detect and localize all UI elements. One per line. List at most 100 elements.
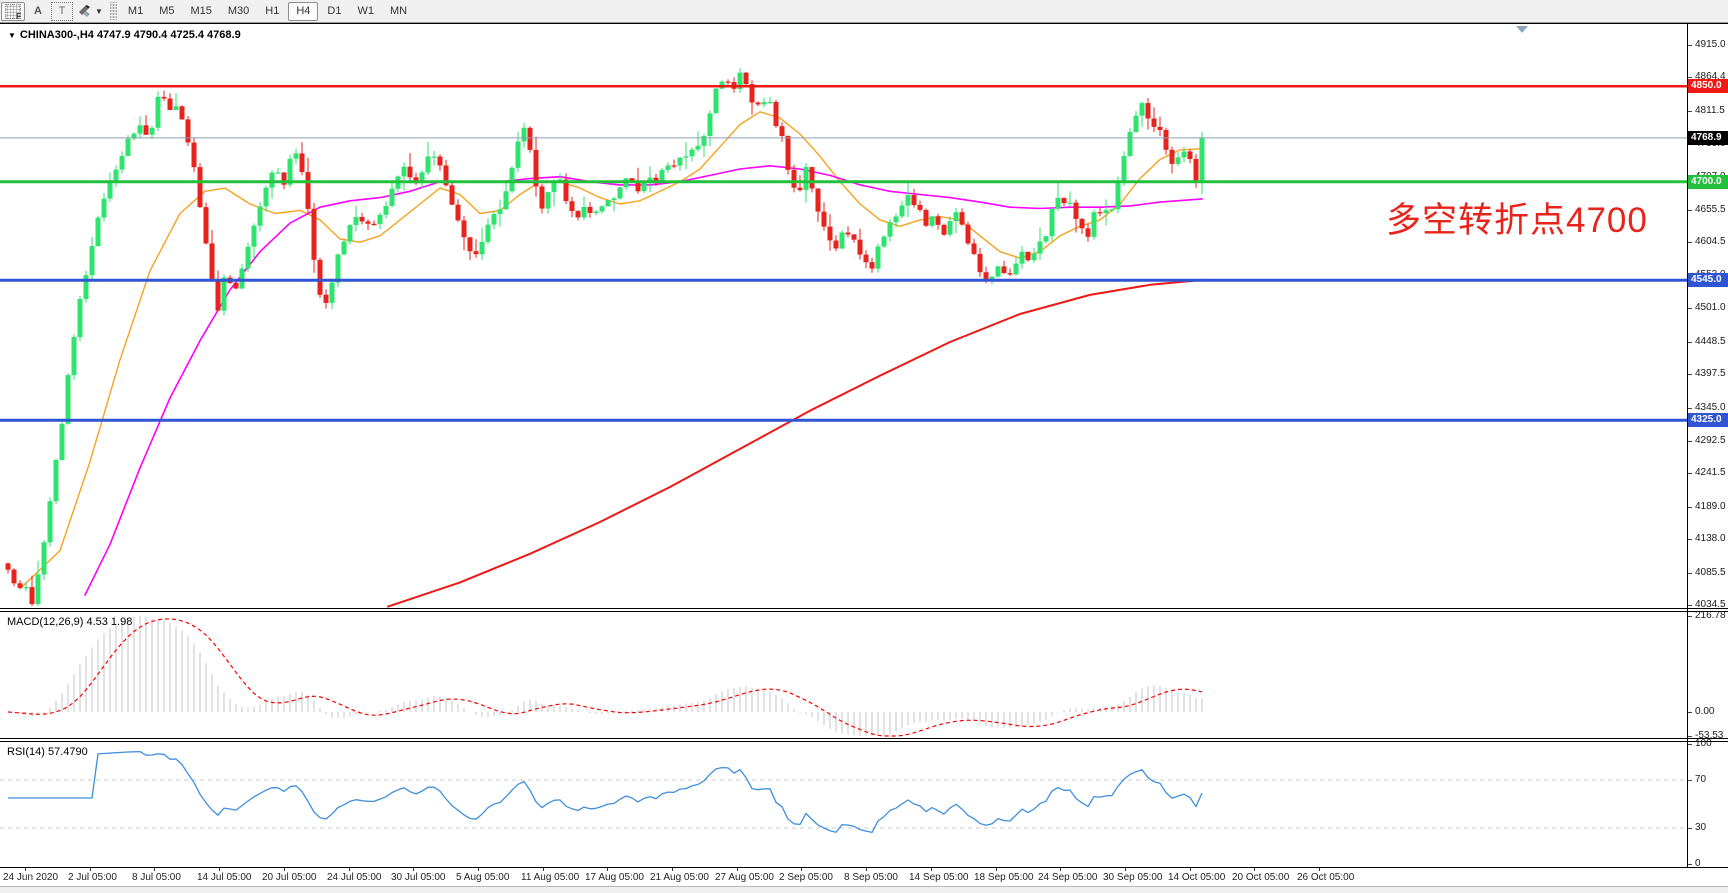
axis-tick [1688, 374, 1692, 375]
time-label: 26 Oct 05:00 [1297, 872, 1355, 883]
time-label: 8 Sep 05:00 [844, 872, 898, 883]
time-label: 5 Aug 05:00 [456, 872, 510, 883]
timeframe-m1[interactable]: M1 [127, 5, 144, 17]
rsi-indicator-panel[interactable] [0, 742, 1687, 867]
time-label: 2 Jul 05:00 [68, 872, 117, 883]
axis-tick [1688, 573, 1692, 574]
panel-separator [0, 867, 1728, 868]
time-tick [607, 868, 608, 871]
rsi-header: RSI(14) 57.4790 [7, 746, 88, 758]
axis-tick-label: 4034.5 [1695, 599, 1726, 610]
time-tick [801, 868, 802, 871]
axis-tick [1688, 77, 1692, 78]
timeframe-d1[interactable]: D1 [327, 5, 342, 17]
panel-separator[interactable] [0, 611, 1728, 612]
axis-tick-label: 4189.0 [1695, 501, 1726, 512]
price-level-label: 4325.0 [1688, 413, 1728, 427]
axis-tick-label: 4811.5 [1695, 105, 1725, 116]
chart-shift-marker-icon[interactable] [1516, 26, 1528, 33]
axis-tick [1688, 441, 1692, 442]
bottom-strip [0, 886, 1728, 893]
time-label: 20 Oct 05:00 [1232, 872, 1290, 883]
macd-indicator-panel[interactable] [0, 612, 1687, 738]
axis-tick-label: 4501.0 [1695, 302, 1726, 313]
axis-tick [1688, 736, 1692, 737]
time-label: 18 Sep 05:00 [974, 872, 1034, 883]
time-tick [478, 868, 479, 871]
axis-tick [1688, 616, 1692, 617]
axis-tick-label: 4604.5 [1695, 236, 1726, 247]
axis-tick [1688, 210, 1692, 211]
text-label-button[interactable]: T [51, 1, 73, 21]
time-tick [1125, 868, 1126, 871]
axis-tick [1688, 712, 1692, 713]
panel-separator[interactable] [0, 608, 1728, 609]
annotate-text-button[interactable]: A [34, 5, 42, 17]
timeframe-w1[interactable]: W1 [357, 5, 374, 17]
chart-annotation-text[interactable]: 多空转折点4700 [1386, 201, 1648, 240]
axis-tick-label: 4448.5 [1695, 336, 1726, 347]
axis-tick-label: 4241.5 [1695, 467, 1726, 478]
time-tick [413, 868, 414, 871]
time-label: 24 Sep 05:00 [1038, 872, 1098, 883]
price-level-label: 4768.9 [1688, 131, 1728, 145]
axis-tick [1688, 111, 1692, 112]
chart-title: ▼ CHINA300-,H4 4747.9 4790.4 4725.4 4768.… [8, 29, 241, 41]
toolbar-separator [109, 2, 117, 20]
axis-tick-label: 4292.5 [1695, 435, 1726, 446]
panel-separator [0, 23, 1728, 24]
time-tick [543, 868, 544, 871]
time-label: 20 Jul 05:00 [262, 872, 317, 883]
panel-separator[interactable] [0, 738, 1728, 739]
axis-tick-label: 100 [1695, 738, 1712, 749]
macd-header: MACD(12,26,9) 4.53 1.98 [7, 616, 133, 628]
timeframe-mn[interactable]: MN [389, 5, 408, 17]
axis-tick-label: 30 [1695, 822, 1707, 833]
axis-tick-label: 4397.5 [1695, 368, 1726, 379]
timeframe-h1[interactable]: H1 [265, 5, 280, 17]
chevron-down-icon: ▼ [95, 6, 103, 16]
time-tick [154, 868, 155, 871]
axis-tick [1688, 473, 1692, 474]
time-tick [996, 868, 997, 871]
time-label: 17 Aug 05:00 [585, 872, 644, 883]
axis-tick [1688, 308, 1692, 309]
time-label: 2 Sep 05:00 [779, 872, 833, 883]
time-label: 14 Jul 05:00 [197, 872, 252, 883]
timeframe-m5[interactable]: M5 [159, 5, 175, 17]
time-label: 14 Oct 05:00 [1168, 872, 1226, 883]
axis-tick [1688, 45, 1692, 46]
time-tick [1254, 868, 1255, 871]
axis-tick [1688, 242, 1692, 243]
color-crayon-button[interactable]: ▼ [75, 2, 106, 21]
timeframe-m30[interactable]: M30 [227, 5, 250, 17]
time-tick [90, 868, 91, 871]
time-label: 24 Jul 05:00 [327, 872, 382, 883]
templates-button[interactable]: F [1, 1, 25, 21]
time-label: 8 Jul 05:00 [132, 872, 181, 883]
time-label: 21 Aug 05:00 [650, 872, 709, 883]
collapse-triangle-icon[interactable]: ▼ [8, 31, 16, 40]
time-label: 30 Jul 05:00 [391, 872, 446, 883]
time-label: 30 Sep 05:00 [1103, 872, 1163, 883]
time-tick [1060, 868, 1061, 871]
axis-tick-label: 4655.5 [1695, 204, 1726, 215]
axis-tick [1688, 744, 1692, 745]
axis-tick-label: 0 [1695, 858, 1701, 869]
main-price-chart[interactable] [0, 24, 1687, 608]
time-tick [1190, 868, 1191, 871]
time-label: 11 Aug 05:00 [521, 872, 580, 883]
time-axis[interactable]: 24 Jun 2020 2 Jul 05:00 8 Jul 05:00 14 Jul … [0, 868, 1728, 886]
axis-tick-label: 4138.0 [1695, 533, 1726, 544]
axis-tick-label: 216.78 [1695, 610, 1726, 621]
axis-tick [1688, 408, 1692, 409]
price-level-label: 4700.0 [1688, 175, 1728, 189]
time-tick [1319, 868, 1320, 871]
panel-separator[interactable] [0, 741, 1728, 742]
timeframe-h4[interactable]: H4 [288, 1, 319, 21]
axis-tick [1688, 539, 1692, 540]
timeframe-m15[interactable]: M15 [190, 5, 212, 17]
axis-tick [1688, 507, 1692, 508]
time-label: 24 Jun 2020 [3, 872, 59, 883]
